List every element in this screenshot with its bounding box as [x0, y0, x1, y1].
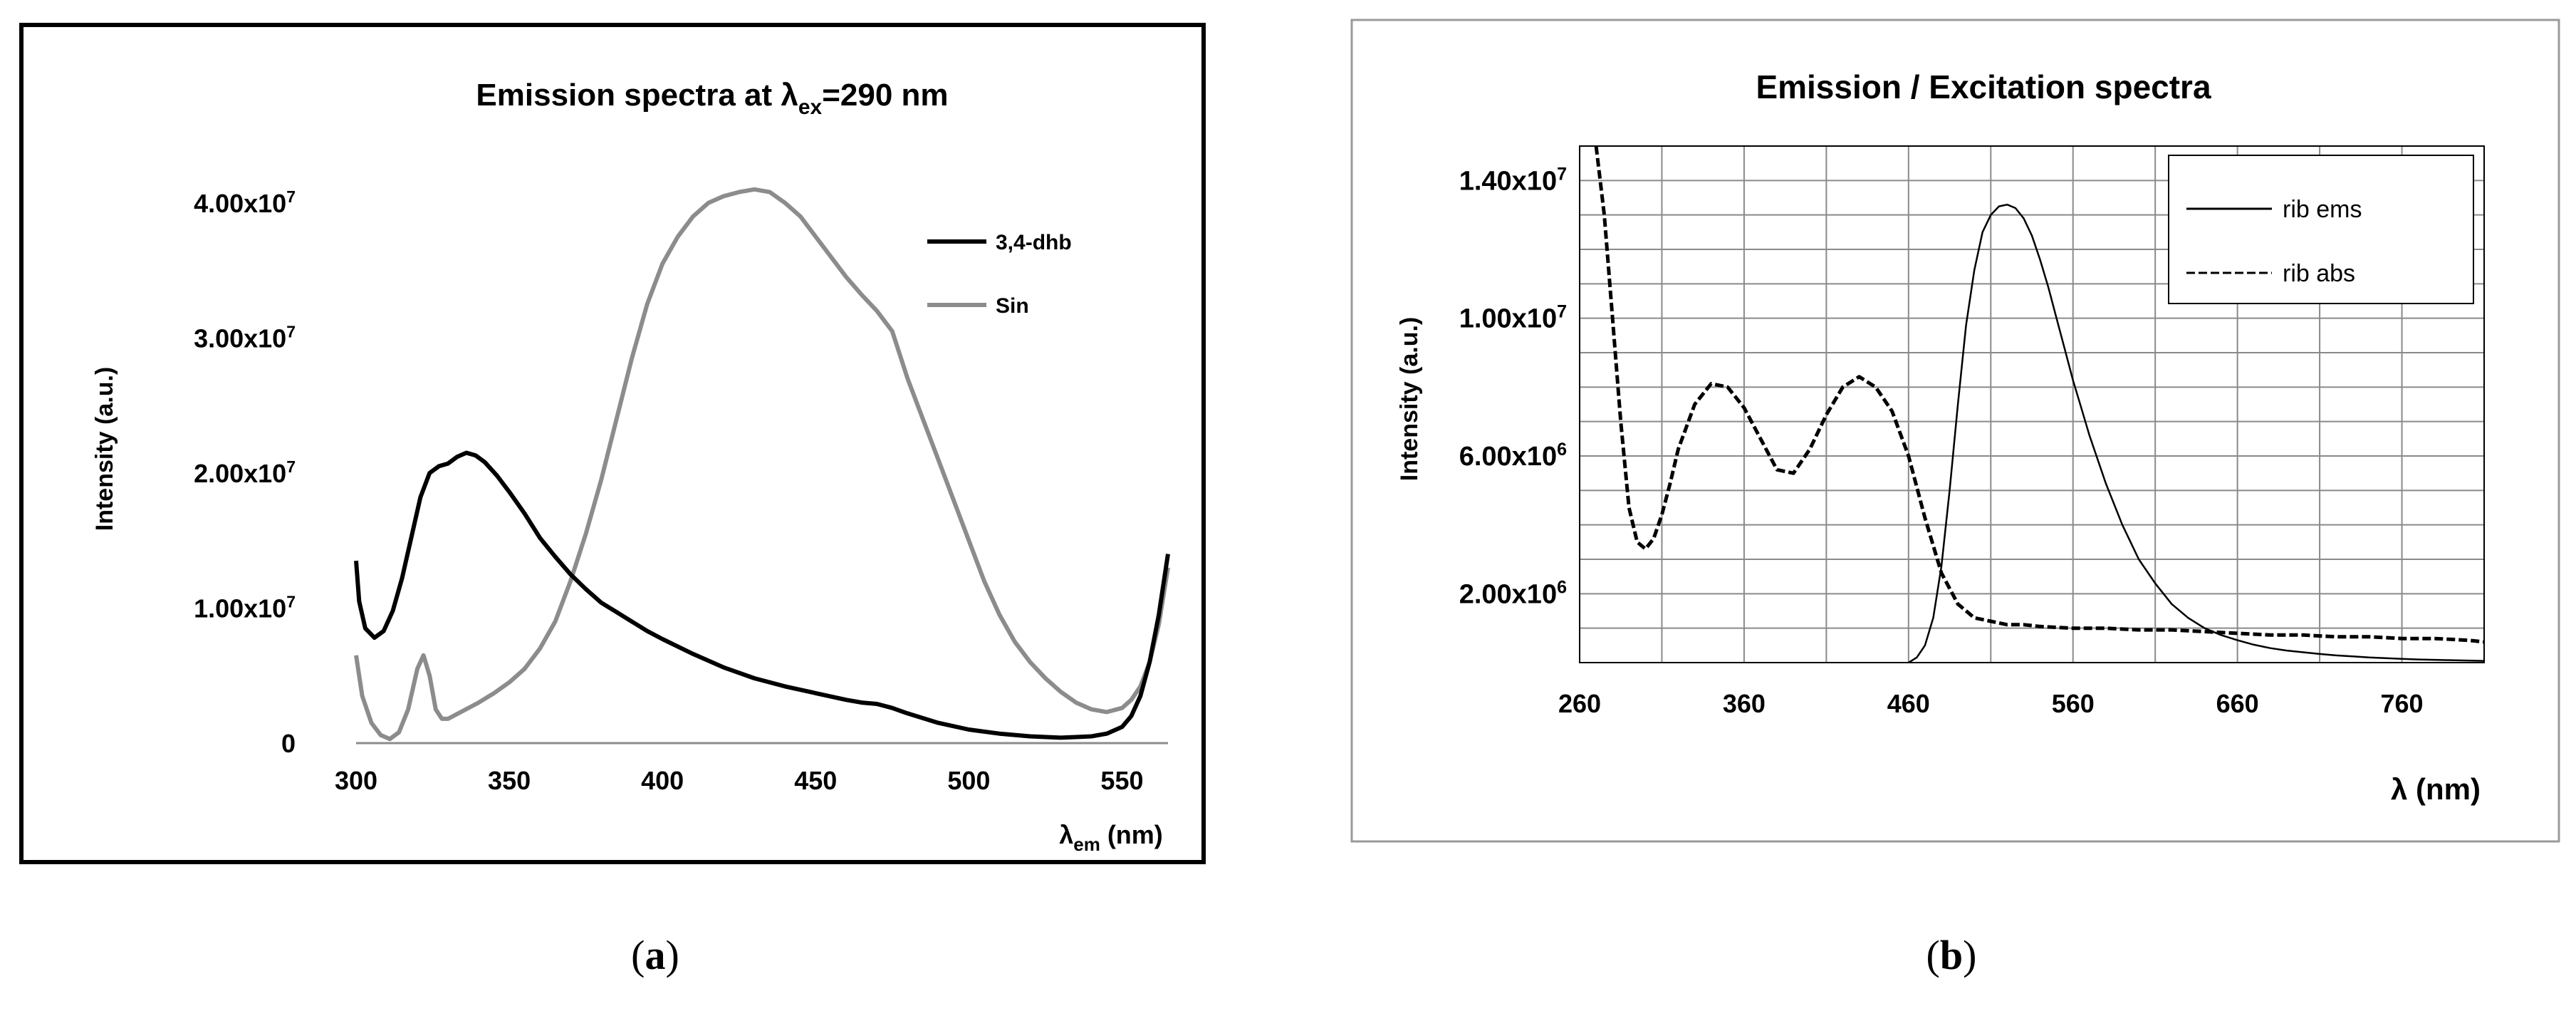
chart-a-y-tick-label: 0: [281, 729, 296, 758]
chart-b-title: Emission / Excitation spectra: [1756, 68, 2211, 105]
chart-b-x-tick-label: 460: [1887, 689, 1930, 718]
chart-b-x-tick-label: 660: [2216, 689, 2259, 718]
chart-b-x-tick-label: 560: [2052, 689, 2095, 718]
chart-b-y-ticks: 2.00x106 6.00x106 1.00x107 1.40x107: [1459, 164, 1567, 609]
chart-a-x-ticks: 300 350 400 450 500 550: [335, 766, 1144, 795]
chart-a-legend: 3,4-dhb Sin: [927, 231, 1072, 318]
chart-a-y-tick-label: 2.00x107: [194, 457, 296, 488]
chart-a-y-tick-label: 1.00x107: [194, 592, 296, 623]
chart-b-legend-box: [2168, 155, 2474, 304]
chart-a-legend-label: Sin: [996, 294, 1029, 318]
chart-b-y-tick-label: 6.00x106: [1459, 440, 1567, 472]
chart-b-y-tick-label: 2.00x106: [1459, 577, 1567, 609]
chart-a-series-line: [354, 450, 1170, 740]
chart-a-ylabel: Intensity (a.u.): [91, 367, 118, 531]
chart-a-title: Emission spectra at λex=290 nm: [476, 78, 948, 119]
chart-panel-a: Emission spectra at λex=290 nm Intensity…: [19, 23, 1206, 864]
chart-b-x-ticks: 260 360 460 560 660 760: [1558, 689, 2424, 718]
chart-a-x-tick-label: 300: [335, 766, 377, 795]
chart-a-series: [354, 187, 1170, 742]
chart-b-legend-label: rib abs: [2283, 260, 2355, 287]
chart-a-x-tick-label: 500: [947, 766, 990, 795]
chart-b-legend: rib ems rib abs: [2168, 155, 2474, 304]
chart-b-series: [1594, 145, 2485, 664]
chart-a-y-tick-label: 4.00x107: [194, 187, 296, 218]
chart-a-series-line: [354, 187, 1170, 742]
chart-b-plot-border: [1579, 145, 2485, 663]
chart-a-xlabel: λem (nm): [1059, 820, 1163, 855]
panel-label-b: (b): [1926, 932, 1977, 978]
chart-b-series-line: [1594, 145, 2485, 644]
panel-label-a: (a): [631, 932, 679, 978]
chart-a-x-tick-label: 450: [794, 766, 837, 795]
chart-a-x-tick-label: 350: [488, 766, 531, 795]
chart-a-y-ticks: 0 1.00x107 2.00x107 3.00x107 4.00x107: [194, 187, 296, 758]
chart-b-series-line: [1908, 203, 2485, 664]
chart-b-legend-label: rib ems: [2283, 196, 2362, 223]
chart-b-ylabel: Intensity (a.u.): [1396, 317, 1423, 481]
chart-a-x-tick-label: 550: [1100, 766, 1143, 795]
chart-b-x-tick-label: 260: [1558, 689, 1601, 718]
chart-a-x-tick-label: 400: [641, 766, 684, 795]
chart-panel-b: Emission / Excitation spectra Intensity …: [1350, 19, 2560, 843]
chart-b-x-tick-label: 360: [1723, 689, 1766, 718]
chart-a-y-tick-label: 3.00x107: [194, 322, 296, 353]
chart-b-y-tick-label: 1.40x107: [1459, 164, 1567, 196]
chart-b-xlabel: λ (nm): [2391, 772, 2481, 806]
chart-b-x-tick-label: 760: [2381, 689, 2424, 718]
chart-b-y-tick-label: 1.00x107: [1459, 302, 1567, 334]
chart-a-legend-label: 3,4-dhb: [996, 231, 1072, 254]
